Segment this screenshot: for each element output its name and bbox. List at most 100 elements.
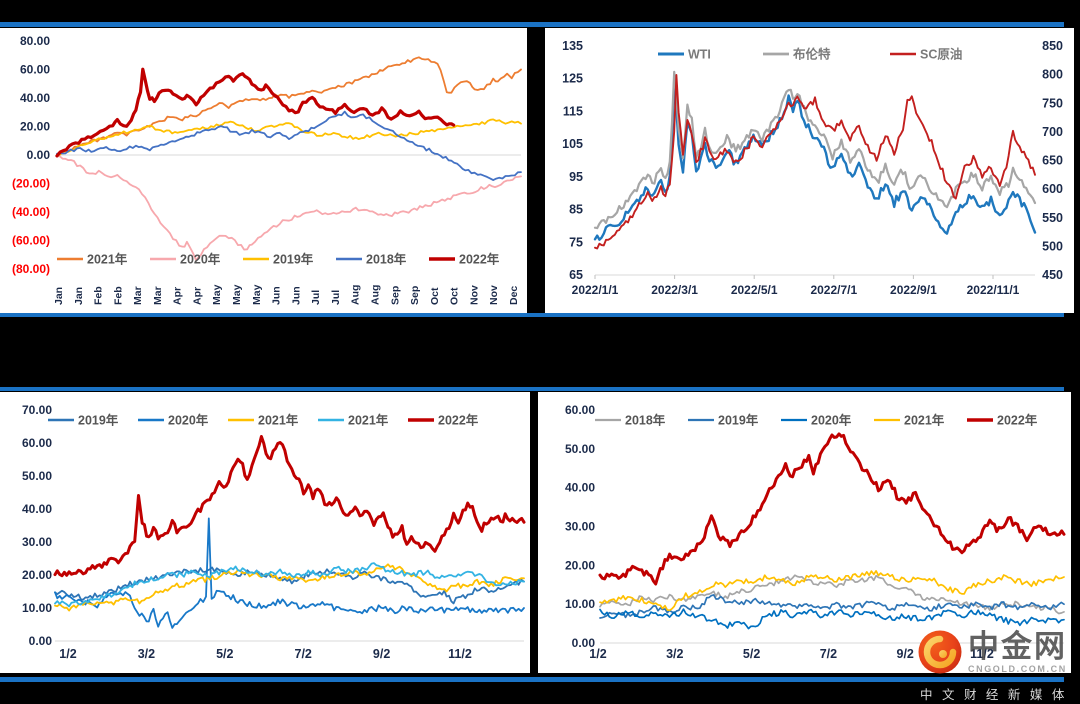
series-line-2019年 — [56, 118, 522, 156]
x-axis-tick-label: Aug — [350, 285, 362, 305]
series-line-WTI — [593, 80, 1037, 241]
legend-label: 2019年 — [273, 252, 314, 267]
x-axis-tick-label: Apr — [192, 287, 204, 305]
x-axis-tick-label: Aug — [370, 285, 382, 305]
x-axis-tick-label: Dec — [508, 286, 520, 305]
x-axis-tick-label: 2022/11/1 — [967, 283, 1020, 297]
y-axis-tick-label: 10.00 — [22, 601, 52, 615]
series-line-2020年 — [56, 155, 522, 262]
chart-panel-bottom-left-spread: 70.00 60.00 50.00 40.00 30.00 20.00 10.00 0.00 1… — [0, 392, 530, 673]
y-axis-tick-label: 0.00 — [29, 634, 53, 648]
y-axis-tick-label: (80.00) — [12, 262, 50, 276]
series-line-2021年 — [56, 56, 522, 156]
legend-item: 2018年 — [595, 413, 666, 428]
watermark-brand: 中金网 — [968, 629, 1067, 664]
x-axis-tick-label: 2022/3/1 — [651, 283, 698, 297]
x-axis-tick-label: Jun — [290, 286, 302, 305]
x-axis-tick-label: Mar — [132, 286, 144, 305]
x-axis-tick-label: May — [251, 284, 263, 305]
legend-label: 2020年 — [168, 413, 209, 428]
series-line-2020年 — [599, 608, 1065, 630]
y-axis-tick-label: 0.00 — [27, 148, 51, 162]
legend-item: 2022年 — [967, 413, 1038, 428]
legend-label: 2018年 — [625, 413, 666, 428]
x-axis-tick-label: Feb — [93, 286, 105, 305]
series-line-2022年 — [53, 435, 526, 578]
y-axis-tick-label: 105 — [562, 137, 583, 151]
x-axis-tick-label: 2022/9/1 — [890, 283, 937, 297]
y-axis-tick-label: 10.00 — [565, 597, 595, 611]
y-axis-tick-label: (40.00) — [12, 205, 50, 219]
y2-axis-tick-label: 550 — [1042, 211, 1063, 225]
y-axis-tick-label: 70.00 — [22, 403, 52, 417]
x-axis-tick-label: 1/2 — [59, 647, 76, 661]
legend-label: 2022年 — [997, 413, 1038, 428]
chart-panel-bottom-right-spread: 60.00 50.00 40.00 30.00 20.00 10.00 0.00 1/2 3/2… — [538, 392, 1071, 673]
x-axis-tick-label: Jun — [271, 286, 283, 305]
series-line-SC原油 — [594, 74, 1036, 250]
legend-label: 2021年 — [348, 413, 389, 428]
logo-swirl-dot — [939, 650, 947, 658]
x-axis-tick-label: 5/2 — [216, 647, 233, 661]
legend-label: SC原油 — [920, 47, 962, 62]
x-axis-tick-label: 11/2 — [448, 647, 472, 661]
y-axis-tick-label: 30.00 — [22, 535, 52, 549]
cngold-logo-icon — [918, 630, 962, 674]
x-axis-tick-label: Mar — [152, 286, 164, 305]
legend-item: WTI — [658, 48, 711, 62]
x-axis-tick-label: 2022/7/1 — [810, 283, 857, 297]
legend-label: 2021年 — [87, 252, 128, 267]
x-axis-tick-label: Feb — [112, 286, 124, 305]
legend-item: 2018年 — [336, 252, 407, 267]
legend-item: 布伦特 — [763, 47, 831, 62]
y-axis-tick-label: 95 — [569, 170, 583, 184]
series-line-2019年 — [599, 594, 1065, 619]
chart-panel-monthly-change: 80.00 60.00 40.00 20.00 0.00 (20.00) (40.00) (6… — [0, 28, 527, 313]
x-axis-tick-label: 5/2 — [743, 647, 760, 661]
x-axis-tick-label: May — [211, 284, 223, 305]
legend-label: 2020年 — [811, 413, 852, 428]
legend-item: 2019年 — [243, 252, 314, 267]
x-axis-tick-label: 7/2 — [820, 647, 837, 661]
series-line-2021年 — [54, 562, 525, 608]
x-axis-tick-label: 9/2 — [897, 647, 914, 661]
legend-item: 2020年 — [138, 413, 209, 428]
legend-label: 2019年 — [78, 413, 119, 428]
y-axis-tick-label: 40.00 — [22, 502, 52, 516]
chart-crude-benchmarks: 135 125 115 105 95 85 75 65 850 800 750 700 650 600 55… — [562, 39, 1063, 297]
y-axis-tick-label: 135 — [562, 39, 583, 53]
legend-item: SC原油 — [890, 47, 962, 62]
legend-label: 布伦特 — [793, 47, 831, 62]
top-divider-line — [0, 22, 1064, 27]
middle-divider-line-lower — [0, 387, 1064, 391]
series-line-2018年 — [56, 110, 522, 182]
legend-label: 2020年 — [180, 252, 221, 267]
x-axis-tick-label: 11/2 — [970, 647, 994, 661]
legend-label: 2018年 — [366, 252, 407, 267]
series-line-2021年 — [599, 570, 1065, 612]
logo-swirl — [923, 635, 957, 669]
x-axis-tick-label: Jan — [73, 287, 85, 305]
x-axis-tick-label: 1/2 — [589, 647, 606, 661]
watermark-cngold: 中金网 CNGOLD.COM.CN — [916, 628, 1067, 676]
y2-axis-tick-label: 850 — [1042, 39, 1063, 53]
legend-item: 2021年 — [228, 413, 299, 428]
watermark-domain: CNGOLD.COM.CN — [968, 664, 1067, 674]
legend-item: 2022年 — [429, 252, 500, 267]
series-line-2022年 — [55, 67, 456, 158]
y-axis-tick-label: 75 — [569, 235, 583, 249]
series-line-2022年 — [598, 432, 1066, 586]
y2-axis-tick-label: 500 — [1042, 239, 1063, 253]
y-axis-tick-label: 80.00 — [20, 34, 50, 48]
x-axis-tick-label: Sep — [409, 286, 421, 305]
x-axis-tick-label: Sep — [389, 286, 401, 305]
y-axis-tick-label: 40.00 — [565, 481, 595, 495]
y-axis-tick-label: 65 — [569, 268, 583, 282]
y2-axis-tick-label: 450 — [1042, 268, 1063, 282]
legend-item: 2021年 — [874, 413, 945, 428]
watermark-tagline: 中 文 财 经 新 媒 体 — [920, 688, 1068, 702]
legend-label: 2019年 — [718, 413, 759, 428]
x-axis-tick-label: 3/2 — [138, 647, 155, 661]
x-axis-tick-label: Jul — [310, 290, 322, 305]
y-axis-tick-label: 115 — [563, 104, 583, 118]
